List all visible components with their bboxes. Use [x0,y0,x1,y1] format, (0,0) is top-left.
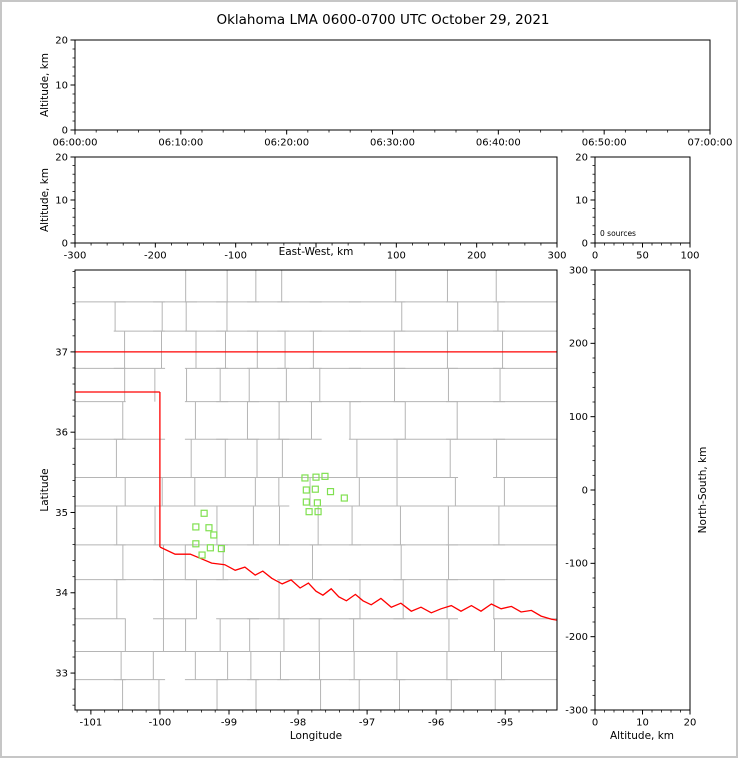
svg-text:200: 200 [467,251,486,262]
svg-text:-96: -96 [428,718,444,729]
svg-text:36: 36 [55,428,68,439]
svg-text:07:00:00: 07:00:00 [688,138,733,149]
lma-station-marker [302,486,310,494]
svg-text:100: 100 [569,412,588,423]
svg-text:-97: -97 [359,718,375,729]
time-height-panel: 06:00:00 06:10:00 06:20:00 06:30:00 06:40:00… [53,35,733,148]
lma-station-marker [313,499,321,507]
svg-text:-300: -300 [64,251,87,262]
lma-station-marker [198,551,206,559]
svg-text:100: 100 [680,251,699,262]
north-south-axis-label: North-South, km [697,446,709,534]
svg-text:06:30:00: 06:30:00 [370,138,415,149]
lma-station-marker [192,540,200,548]
svg-text:20: 20 [55,152,68,163]
svg-text:-100: -100 [565,559,588,570]
svg-text:-95: -95 [497,718,513,729]
east-west-height-panel: -300 -200 -100 100 200 300 0 10 20 [55,152,566,261]
lma-station-marker [305,508,313,516]
svg-text:34: 34 [55,588,68,599]
lma-station-marker [314,508,322,516]
svg-text:-101: -101 [80,718,103,729]
svg-text:-100: -100 [149,718,172,729]
svg-text:33: 33 [55,668,68,679]
svg-text:300: 300 [569,265,588,276]
svg-text:0: 0 [582,238,588,249]
svg-text:10: 10 [636,718,649,729]
altitude-axis-label-top: Altitude, km [39,52,51,118]
svg-text:0: 0 [592,251,598,262]
svg-text:0: 0 [62,238,68,249]
svg-text:0: 0 [592,718,598,729]
svg-text:06:20:00: 06:20:00 [264,138,309,149]
lma-station-marker [301,474,309,482]
svg-text:50: 50 [636,251,649,262]
lma-station-marker [302,498,310,506]
svg-text:06:50:00: 06:50:00 [582,138,627,149]
state-boundary [75,351,557,621]
svg-text:-99: -99 [221,718,237,729]
svg-text:20: 20 [684,718,697,729]
svg-text:06:10:00: 06:10:00 [158,138,203,149]
lma-station-marker [192,523,200,531]
svg-text:200: 200 [569,339,588,350]
svg-text:-300: -300 [565,705,588,716]
map-layers [75,270,557,710]
svg-text:0: 0 [62,125,68,136]
svg-text:06:40:00: 06:40:00 [476,138,521,149]
lma-station-marker [206,544,214,552]
svg-text:-200: -200 [144,251,167,262]
svg-text:10: 10 [55,195,68,206]
altitude-axis-label-bottom: Altitude, km [609,730,675,742]
altitude-histogram-panel: 0 50 100 0 10 20 [575,152,699,261]
lma-station-marker [340,494,348,502]
lma-station-marker [312,473,320,481]
plan-view-panel: -101 -100 -99 -98 -97 -96 -95 33 34 35 36 37 [55,269,558,729]
lma-station-marker [205,524,213,532]
svg-text:100: 100 [387,251,406,262]
lma-station-marker [321,472,329,480]
lma-station-marker [200,509,208,517]
lma-stations [192,472,348,559]
altitude-axis-label-mid: Altitude, km [39,167,51,233]
svg-text:06:00:00: 06:00:00 [53,138,98,149]
east-west-axis-label: East-West, km [278,246,354,258]
longitude-axis-label: Longitude [289,730,343,742]
svg-text:20: 20 [575,152,588,163]
lma-station-marker [217,545,225,553]
svg-text:-200: -200 [565,632,588,643]
svg-text:20: 20 [55,35,68,46]
svg-text:0: 0 [582,485,588,496]
svg-text:-100: -100 [224,251,247,262]
latitude-axis-label: Latitude [39,468,51,512]
figure-title: Oklahoma LMA 0600-0700 UTC October 29, 2… [216,12,550,28]
north-south-height-panel: 0 10 20 -300 -200 -100 0 100 200 300 [565,265,696,728]
svg-text:35: 35 [55,508,68,519]
lma-station-marker [210,531,218,539]
svg-text:10: 10 [55,80,68,91]
sources-count-annotation: 0 sources [600,229,636,238]
svg-text:37: 37 [55,347,68,358]
svg-text:-98: -98 [290,718,306,729]
lma-station-marker [326,488,335,496]
svg-text:300: 300 [547,251,566,262]
county-boundaries [75,270,557,710]
lma-station-marker [311,485,319,493]
svg-text:10: 10 [575,195,588,206]
